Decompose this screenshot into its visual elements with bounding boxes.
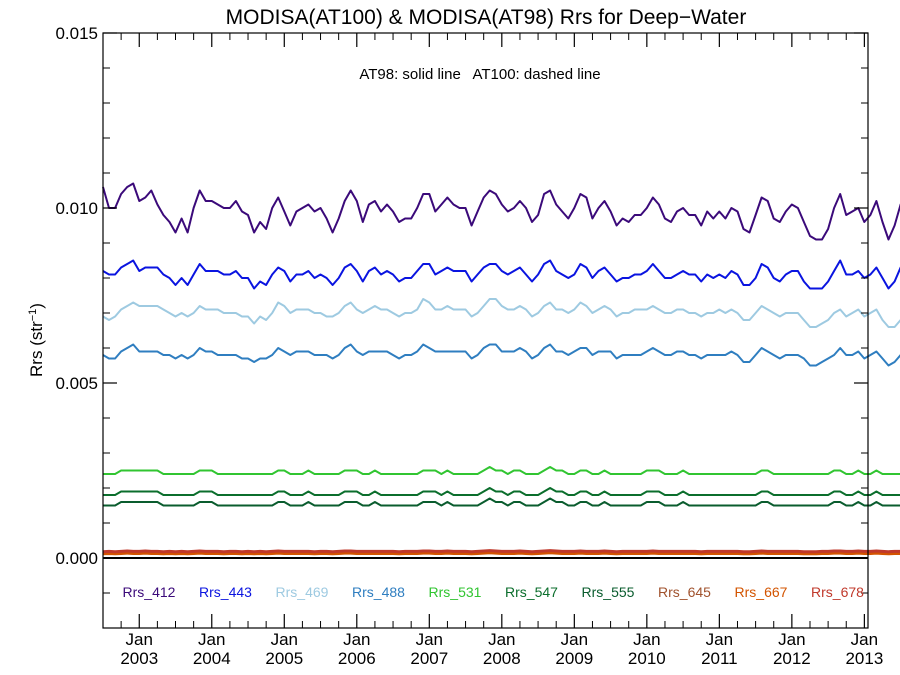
legend-label-rrs-488: Rrs_488 bbox=[352, 584, 405, 600]
y-tick-label: 0.005 bbox=[55, 374, 98, 393]
x-tick-month-label: Jan bbox=[706, 630, 733, 649]
series-line-rrs-678 bbox=[102, 549, 900, 554]
x-tick-year-label: 2012 bbox=[773, 649, 811, 668]
y-tick-label: 0.010 bbox=[55, 199, 98, 218]
legend-label-rrs-547: Rrs_547 bbox=[505, 584, 558, 600]
legend-label-rrs-443: Rrs_443 bbox=[199, 584, 252, 600]
legend-label-rrs-531: Rrs_531 bbox=[429, 584, 482, 600]
x-tick-month-label: Jan bbox=[126, 630, 153, 649]
x-tick-year-label: 2003 bbox=[120, 649, 158, 668]
axes: 0.0000.0050.0100.015Jan2003Jan2004Jan200… bbox=[55, 24, 883, 668]
legend: Rrs_412 Rrs_443 Rrs_469 Rrs_488 Rrs_531 Rrs_5… bbox=[123, 584, 865, 600]
legend-label-rrs-645: Rrs_645 bbox=[658, 584, 711, 600]
x-tick-month-label: Jan bbox=[488, 630, 515, 649]
chart-title: MODISA(AT100) & MODISA(AT98) Rrs for Dee… bbox=[226, 6, 747, 29]
x-tick-year-label: 2008 bbox=[483, 649, 521, 668]
series-line-rrs-531 bbox=[103, 466, 900, 475]
legend-label-rrs-667: Rrs_667 bbox=[735, 584, 788, 600]
x-tick-month-label: Jan bbox=[851, 630, 878, 649]
legend-label-rrs-469: Rrs_469 bbox=[276, 584, 329, 600]
x-tick-month-label: Jan bbox=[198, 630, 225, 649]
x-tick-year-label: 2011 bbox=[701, 649, 738, 668]
legend-label-rrs-555: Rrs_555 bbox=[582, 584, 635, 600]
y-axis-label-close: ) bbox=[27, 303, 46, 309]
x-tick-month-label: Jan bbox=[778, 630, 805, 649]
x-tick-year-label: 2004 bbox=[193, 649, 231, 668]
x-tick-year-label: 2005 bbox=[265, 649, 303, 668]
x-tick-year-label: 2013 bbox=[845, 649, 883, 668]
x-tick-month-label: Jan bbox=[271, 630, 298, 649]
series-line-rrs-469 bbox=[102, 298, 900, 328]
series-line-rrs-547 bbox=[103, 487, 900, 496]
x-tick-month-label: Jan bbox=[633, 630, 660, 649]
plot-area bbox=[102, 182, 900, 559]
x-tick-year-label: 2007 bbox=[410, 649, 448, 668]
series-line-rrs-667 bbox=[102, 551, 900, 556]
legend-label-rrs-412: Rrs_412 bbox=[123, 584, 176, 600]
series-line-rrs-555 bbox=[103, 497, 900, 507]
plot-frame bbox=[102, 32, 869, 629]
y-axis-label: Rrs (str−1) bbox=[27, 303, 46, 377]
y-axis-label-superscript: −1 bbox=[27, 309, 39, 322]
series-line-rrs-412 bbox=[102, 182, 900, 241]
y-tick-label: 0.015 bbox=[55, 24, 98, 43]
series-line-rrs-443 bbox=[102, 259, 900, 290]
x-tick-month-label: Jan bbox=[343, 630, 370, 649]
x-tick-month-label: Jan bbox=[416, 630, 443, 649]
y-axis-label-main: Rrs (str bbox=[27, 321, 46, 377]
legend-label-rrs-678: Rrs_678 bbox=[811, 584, 864, 600]
chart-annotation: AT98: solid line AT100: dashed line bbox=[359, 66, 600, 83]
y-tick-label: 0.000 bbox=[55, 549, 98, 568]
x-tick-year-label: 2009 bbox=[555, 649, 593, 668]
x-tick-year-label: 2010 bbox=[628, 649, 666, 668]
x-tick-year-label: 2006 bbox=[338, 649, 376, 668]
x-tick-month-label: Jan bbox=[561, 630, 588, 649]
series-line-rrs-488 bbox=[102, 343, 900, 367]
